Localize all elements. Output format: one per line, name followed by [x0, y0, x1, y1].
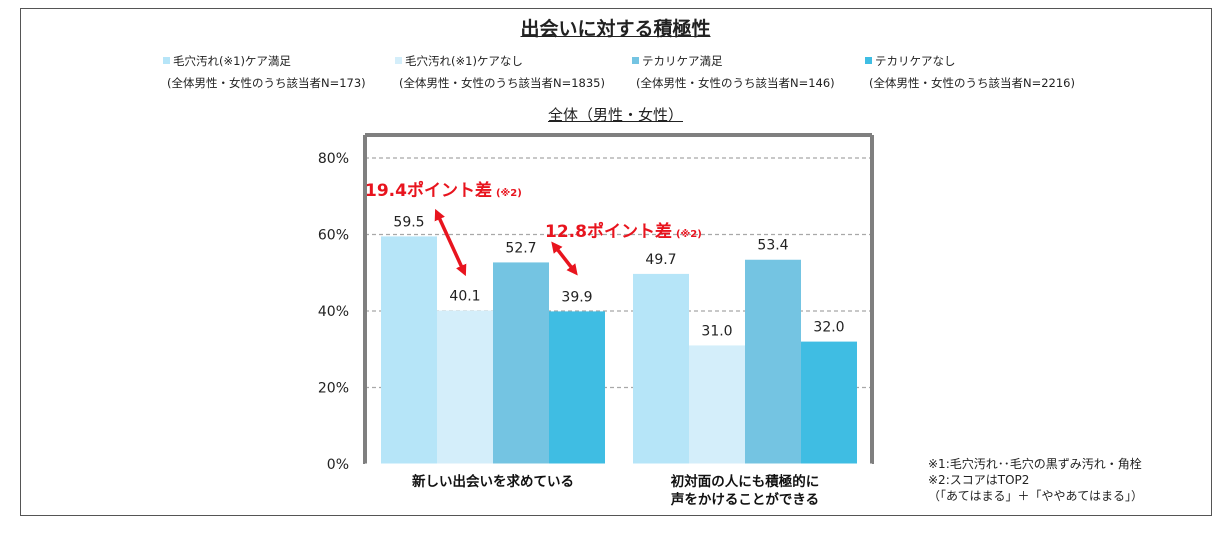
- data-label: 53.4: [757, 238, 788, 254]
- y-tick-label: 60%: [318, 228, 349, 244]
- data-label: 32.0: [813, 320, 844, 336]
- legend-label: テカリケアなし: [875, 54, 956, 68]
- difference-arrow: [434, 208, 467, 277]
- chart-subtitle-text: 全体（男性・女性）: [547, 106, 683, 124]
- difference-annotation: 19.4ポイント差 (※2): [365, 180, 522, 201]
- legend-swatch: [163, 57, 170, 64]
- legend-swatch: [632, 57, 639, 64]
- bar: [437, 310, 493, 464]
- footnote-1: ※1:毛穴汚れ･･毛穴の黒ずみ汚れ・角栓: [928, 457, 1142, 471]
- bar: [381, 236, 437, 464]
- data-label: 39.9: [561, 289, 592, 305]
- legend-note: (全体男性・女性のうち該当者N=1835): [399, 76, 605, 90]
- chart-title: 出会いに対する積極性: [520, 18, 711, 40]
- y-tick-label: 40%: [318, 304, 349, 320]
- footnotes: ※1:毛穴汚れ･･毛穴の黒ずみ汚れ・角栓 ※2:スコアはTOP2 （「あてはまる…: [928, 456, 1143, 504]
- y-tick-label: 0%: [327, 457, 349, 473]
- legend-item-pore-care-none: 毛穴汚れ(※1)ケアなし (全体男性・女性のうち該当者N=1835): [395, 53, 605, 91]
- category-label: 新しい出会いを求めている: [412, 473, 574, 490]
- annotation-note: (※2): [496, 187, 522, 199]
- category-label: 声をかけることができる: [670, 491, 819, 508]
- difference-annotation: 12.8ポイント差 (※2): [545, 221, 702, 242]
- legend-label: 毛穴汚れ(※1)ケア満足: [173, 54, 291, 68]
- legend-note: (全体男性・女性のうち該当者N=173): [167, 76, 366, 90]
- legend-item-shine-care-satisfied: テカリケア満足 (全体男性・女性のうち該当者N=146): [632, 53, 835, 91]
- legend-swatch: [865, 57, 872, 64]
- bar: [549, 311, 605, 464]
- legend-label: 毛穴汚れ(※1)ケアなし: [405, 54, 523, 68]
- y-tick-label: 80%: [318, 151, 349, 167]
- bar: [689, 345, 745, 464]
- data-label: 59.5: [393, 214, 424, 230]
- data-label: 40.1: [449, 289, 480, 305]
- data-label: 49.7: [645, 252, 676, 268]
- footnote-2: ※2:スコアはTOP2: [928, 473, 1030, 487]
- data-label: 31.0: [701, 323, 732, 339]
- chart-subtitle: 全体（男性・女性）: [0, 104, 1231, 125]
- y-tick-label: 20%: [318, 381, 349, 397]
- data-label: 52.7: [505, 240, 536, 256]
- legend-swatch: [395, 57, 402, 64]
- legend-note: (全体男性・女性のうち該当者N=146): [636, 76, 835, 90]
- legend-item-shine-care-none: テカリケアなし (全体男性・女性のうち該当者N=2216): [865, 53, 1075, 91]
- category-label: 初対面の人にも積極的に: [671, 473, 820, 490]
- bar: [801, 341, 857, 464]
- legend-label: テカリケア満足: [642, 54, 723, 68]
- annotation-note: (※2): [676, 228, 702, 240]
- legend-item-pore-care-satisfied: 毛穴汚れ(※1)ケア満足 (全体男性・女性のうち該当者N=173): [163, 53, 366, 91]
- bar: [633, 273, 689, 464]
- difference-arrow: [551, 241, 578, 276]
- legend-note: (全体男性・女性のうち該当者N=2216): [869, 76, 1075, 90]
- bar: [745, 259, 801, 464]
- bar: [493, 262, 549, 464]
- footnote-3: （「あてはまる」＋「ややあてはまる」）: [928, 489, 1144, 503]
- figure-frame: [20, 8, 1212, 516]
